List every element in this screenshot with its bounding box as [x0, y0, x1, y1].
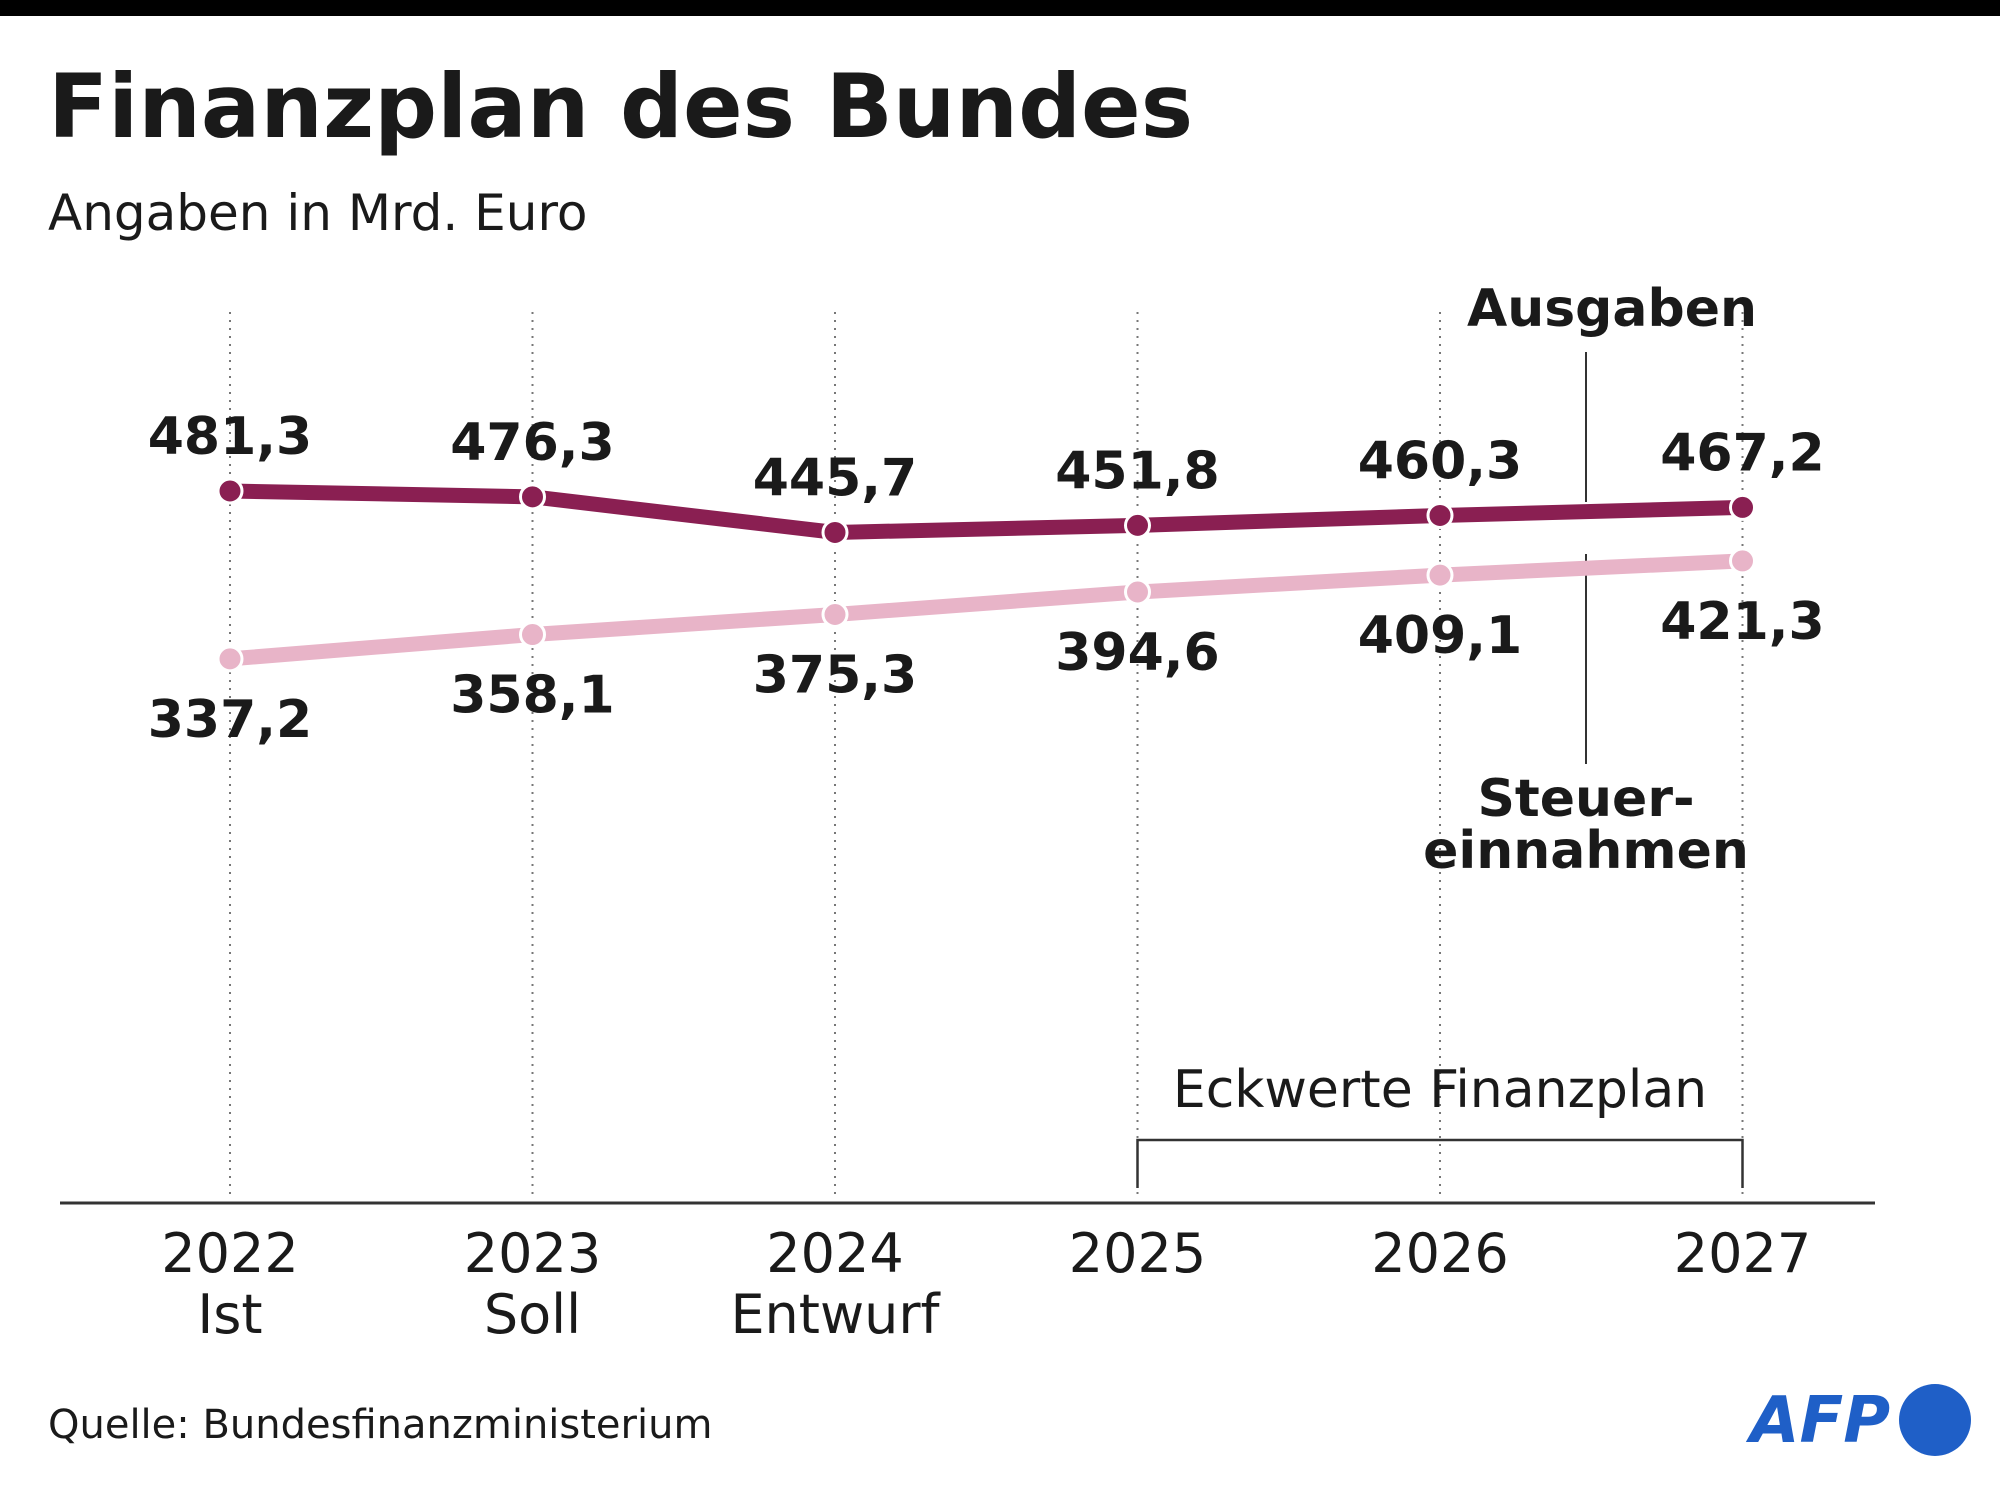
x-tick-label-2024: 2024: [766, 1222, 903, 1285]
x-tick-sublabel-2023: Soll: [484, 1283, 581, 1346]
data-point-steuereinnahmen-2027: [1729, 547, 1756, 575]
annotation-layer: Eckwerte Finanzplan: [1136, 1060, 1744, 1188]
series-name-steuereinnahmen-line-2: einnahmen: [1423, 821, 1749, 881]
data-label-steuereinnahmen-2025: 394,6: [1055, 623, 1219, 683]
afp-logo: AFP: [1745, 1384, 1971, 1458]
top-bar: [0, 0, 2000, 16]
data-label-steuereinnahmen-2026: 409,1: [1358, 606, 1522, 666]
x-tick-sublabel-2022: Ist: [197, 1283, 262, 1346]
data-point-ausgaben-2023: [519, 483, 546, 511]
x-tick-label-2023: 2023: [464, 1222, 601, 1285]
data-label-ausgaben-2026: 460,3: [1358, 431, 1522, 491]
data-label-ausgaben-2022: 481,3: [148, 407, 312, 467]
data-label-steuereinnahmen-2024: 375,3: [753, 645, 917, 705]
series-line-steuereinnahmen: [222, 553, 1750, 667]
data-label-steuereinnahmen-2023: 358,1: [450, 666, 614, 726]
x-tick-sublabel-2024: Entwurf: [730, 1283, 941, 1346]
chart-title: Finanzplan des Bundes: [48, 55, 1193, 158]
annotation-label: Eckwerte Finanzplan: [1173, 1060, 1707, 1120]
series-name-ausgaben: Ausgaben: [1467, 279, 1757, 339]
data-label-ausgaben-2024: 445,7: [753, 448, 917, 508]
data-point-ausgaben-2027: [1729, 493, 1756, 521]
data-point-ausgaben-2026: [1426, 501, 1454, 529]
source-note: Quelle: Bundesfinanzministerium: [48, 1402, 712, 1448]
leader-line-gap: [1581, 502, 1591, 554]
data-point-steuereinnahmen-2023: [519, 621, 546, 649]
data-point-ausgaben-2022: [216, 477, 244, 505]
x-tick-label-2027: 2027: [1674, 1222, 1811, 1285]
data-point-ausgaben-2025: [1124, 511, 1151, 539]
data-point-steuereinnahmen-2024: [821, 600, 849, 628]
data-point-steuereinnahmen-2022: [216, 645, 244, 673]
x-tick-label-2025: 2025: [1069, 1222, 1206, 1285]
series-layer: [216, 477, 1756, 673]
x-tick-label-2022: 2022: [161, 1222, 298, 1285]
data-point-steuereinnahmen-2025: [1124, 578, 1151, 606]
data-point-steuereinnahmen-2026: [1426, 561, 1454, 589]
data-label-ausgaben-2027: 467,2: [1660, 423, 1824, 483]
data-label-ausgaben-2023: 476,3: [450, 413, 614, 473]
data-label-ausgaben-2025: 451,8: [1055, 441, 1219, 501]
series-name-steuereinnahmen-line-1: Steuer-: [1477, 769, 1694, 829]
afp-logo-circle: [1899, 1384, 1971, 1456]
x-tick-label-2026: 2026: [1371, 1222, 1508, 1285]
data-point-ausgaben-2024: [821, 518, 849, 546]
series-line-ausgaben: [222, 483, 1750, 540]
afp-logo-text: AFP: [1745, 1384, 1890, 1458]
data-label-steuereinnahmen-2027: 421,3: [1660, 592, 1824, 652]
leader-lines: [1581, 352, 1591, 764]
annotation-bracket: [1136, 1138, 1744, 1188]
chart-subtitle: Angaben in Mrd. Euro: [48, 184, 588, 242]
data-label-steuereinnahmen-2022: 337,2: [148, 690, 312, 750]
labels-layer: 481,3 476,3 445,7 451,8 460,3 467,2 337,2 358,1…: [148, 279, 1825, 881]
